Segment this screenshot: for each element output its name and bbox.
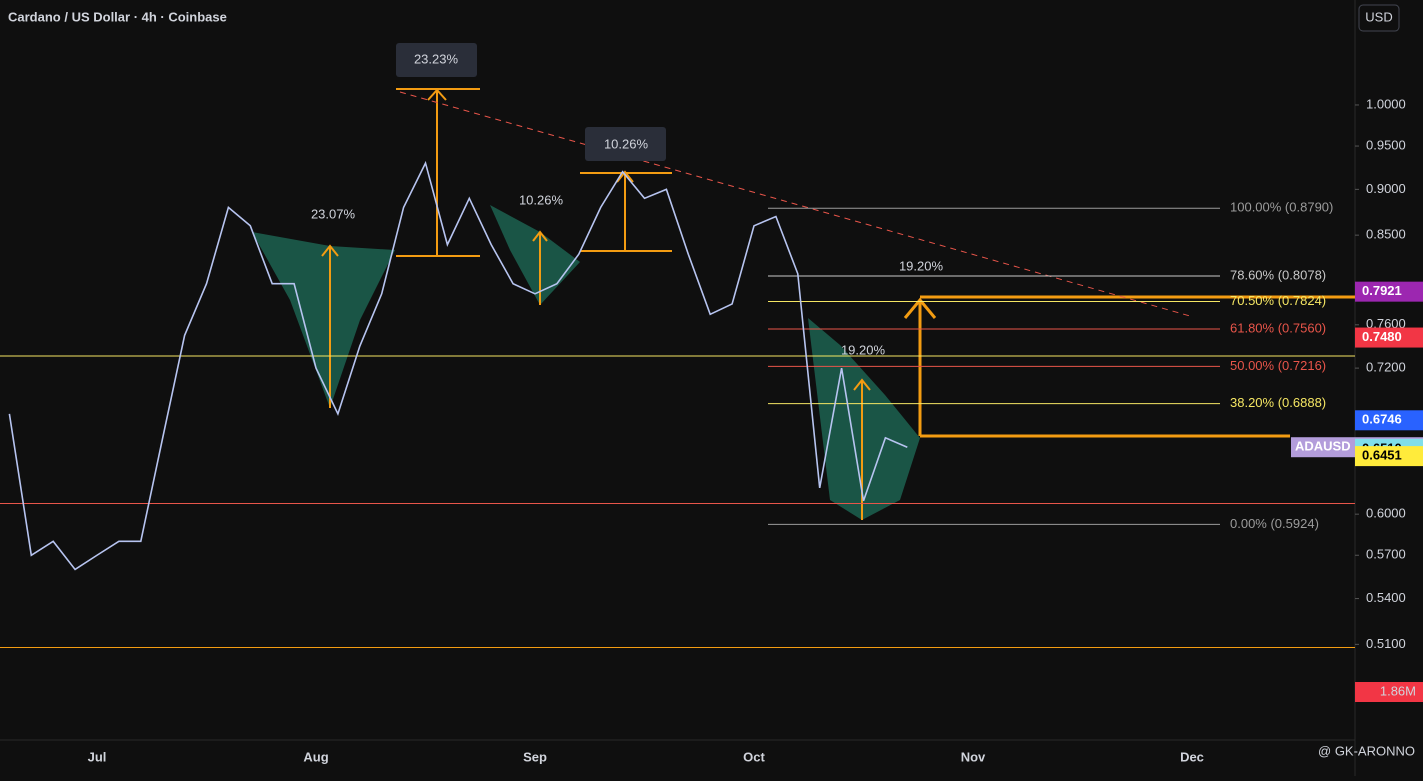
y-tick-label: 1.0000	[1366, 96, 1406, 111]
annotation: 19.20%	[899, 258, 944, 273]
annotation: 23.07%	[311, 206, 356, 221]
annotation: 10.26%	[604, 136, 649, 151]
fib-label: 78.60% (0.8078)	[1230, 267, 1326, 282]
x-tick-label: Oct	[743, 749, 765, 764]
x-tick-label: Dec	[1180, 749, 1204, 764]
x-tick-label: Jul	[88, 749, 107, 764]
fib-label: 0.00% (0.5924)	[1230, 516, 1319, 531]
y-tick-label: 0.5700	[1366, 547, 1406, 562]
y-tick-label: 0.5100	[1366, 636, 1406, 651]
trendline	[399, 91, 1191, 317]
price-tag-label: 0.6746	[1362, 412, 1402, 427]
fib-label: 38.20% (0.6888)	[1230, 395, 1326, 410]
annotation: 23.23%	[414, 51, 459, 66]
fib-label: 50.00% (0.7216)	[1230, 358, 1326, 373]
x-tick-label: Sep	[523, 749, 547, 764]
price-tag	[1355, 410, 1423, 431]
price-tag	[1355, 281, 1423, 302]
price-tag	[1355, 327, 1423, 348]
x-tick-label: Nov	[961, 749, 986, 764]
volume-tag: 1.86M	[1380, 683, 1416, 698]
y-tick-label: 0.5400	[1366, 590, 1406, 605]
currency[interactable]: USD	[1365, 9, 1392, 24]
y-tick-label: 0.6000	[1366, 506, 1406, 521]
x-tick-label: Aug	[303, 749, 328, 764]
price-tag-label: 0.7921	[1362, 283, 1402, 298]
fib-label: 100.00% (0.8790)	[1230, 200, 1333, 215]
fib-label: 70.50% (0.7824)	[1230, 293, 1326, 308]
annotation-boxes	[396, 4, 1423, 702]
price-tag-label: 0.7480	[1362, 329, 1402, 344]
price-tag-label: 0.6451	[1362, 448, 1402, 463]
annotation: 19.20%	[841, 342, 886, 357]
y-tick-label: 0.8500	[1366, 227, 1406, 242]
pattern-drawings	[252, 205, 920, 520]
price-tag-name: ADAUSD	[1295, 439, 1351, 454]
price-line	[8, 160, 908, 571]
annotation: 10.26%	[519, 192, 564, 207]
price-tag	[1355, 446, 1423, 467]
y-tick-label: 0.7600	[1366, 316, 1406, 331]
price-tag-name-bg	[1291, 437, 1355, 458]
y-tick-label: 0.9500	[1366, 137, 1406, 152]
y-tick-label: 0.9000	[1366, 181, 1406, 196]
watermark: @ GK-ARONNO	[1318, 743, 1415, 758]
fib-label: 61.80% (0.7560)	[1230, 320, 1326, 335]
chart-title: Cardano / US Dollar · 4h · Coinbase	[8, 9, 227, 24]
y-tick-label: 0.7200	[1366, 360, 1406, 375]
